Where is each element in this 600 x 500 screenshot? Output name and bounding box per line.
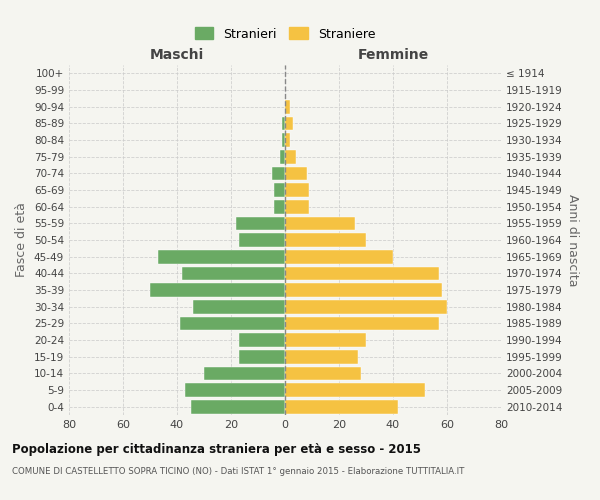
- Bar: [274, 183, 285, 197]
- Bar: [285, 283, 442, 297]
- Y-axis label: Fasce di età: Fasce di età: [16, 202, 28, 278]
- Legend: Stranieri, Straniere: Stranieri, Straniere: [190, 22, 380, 46]
- Bar: [285, 366, 361, 380]
- Bar: [285, 350, 358, 364]
- Bar: [239, 350, 285, 364]
- Bar: [285, 183, 310, 197]
- Text: Maschi: Maschi: [150, 48, 204, 62]
- Bar: [285, 383, 425, 397]
- Bar: [185, 383, 285, 397]
- Bar: [285, 266, 439, 280]
- Bar: [193, 300, 285, 314]
- Bar: [274, 200, 285, 213]
- Bar: [285, 116, 293, 130]
- Bar: [182, 266, 285, 280]
- Y-axis label: Anni di nascita: Anni di nascita: [566, 194, 579, 286]
- Text: Femmine: Femmine: [358, 48, 428, 62]
- Bar: [285, 333, 366, 347]
- Bar: [285, 200, 310, 213]
- Bar: [271, 166, 285, 180]
- Bar: [283, 133, 285, 147]
- Bar: [285, 300, 447, 314]
- Bar: [285, 166, 307, 180]
- Bar: [283, 116, 285, 130]
- Bar: [150, 283, 285, 297]
- Bar: [280, 150, 285, 164]
- Text: COMUNE DI CASTELLETTO SOPRA TICINO (NO) - Dati ISTAT 1° gennaio 2015 - Elaborazi: COMUNE DI CASTELLETTO SOPRA TICINO (NO) …: [12, 468, 464, 476]
- Bar: [285, 100, 290, 114]
- Bar: [285, 316, 439, 330]
- Bar: [180, 316, 285, 330]
- Bar: [158, 250, 285, 264]
- Bar: [285, 150, 296, 164]
- Bar: [285, 216, 355, 230]
- Text: Popolazione per cittadinanza straniera per età e sesso - 2015: Popolazione per cittadinanza straniera p…: [12, 442, 421, 456]
- Bar: [239, 333, 285, 347]
- Bar: [285, 233, 366, 247]
- Bar: [285, 133, 290, 147]
- Bar: [236, 216, 285, 230]
- Bar: [204, 366, 285, 380]
- Bar: [239, 233, 285, 247]
- Bar: [285, 250, 393, 264]
- Bar: [190, 400, 285, 413]
- Bar: [285, 400, 398, 413]
